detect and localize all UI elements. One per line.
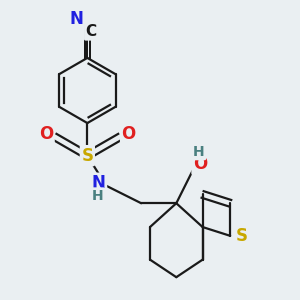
Text: H: H <box>92 189 103 203</box>
Text: N: N <box>69 10 83 28</box>
Text: S: S <box>236 227 247 245</box>
Text: N: N <box>92 174 106 192</box>
Text: O: O <box>122 125 136 143</box>
Text: S: S <box>81 147 93 165</box>
Text: H: H <box>193 145 205 159</box>
Text: O: O <box>39 125 53 143</box>
Text: O: O <box>193 155 207 173</box>
Text: C: C <box>85 24 97 39</box>
